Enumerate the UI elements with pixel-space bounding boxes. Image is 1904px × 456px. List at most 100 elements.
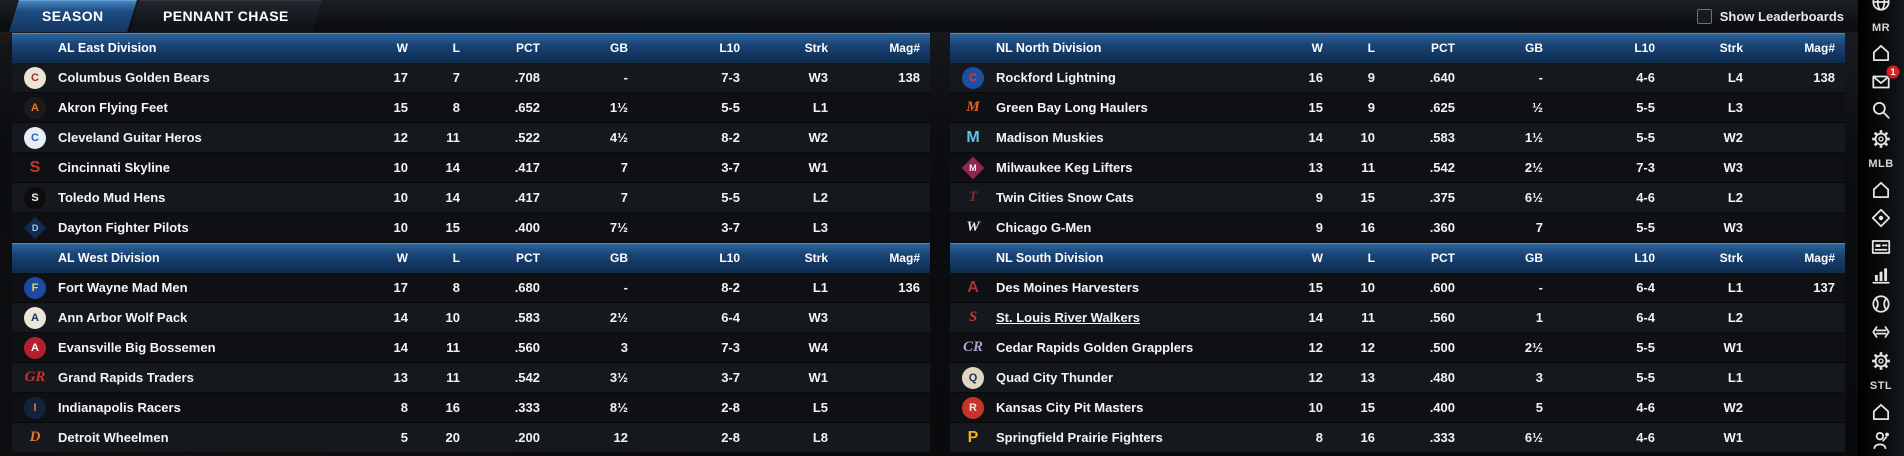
team-row[interactable]: M Green Bay Long Haulers 15 9 .625 ½ 5-5 L3 [950,93,1845,123]
stat-l10: 5-5 [721,190,740,205]
home-icon[interactable] [1866,41,1896,65]
column-header-gb: GB [610,250,628,265]
team-name[interactable]: Twin Cities Snow Cats [996,190,1134,205]
column-header-l: L [1367,40,1375,55]
search-icon[interactable] [1866,98,1896,122]
stat-pct: .360 [1429,220,1455,235]
team-name[interactable]: Quad City Thunder [996,370,1113,385]
team-name[interactable]: Detroit Wheelmen [58,430,169,445]
stat-gb: - [1538,280,1543,295]
manager-icon[interactable] [1866,428,1896,452]
team-name[interactable]: Kansas City Pit Masters [996,400,1144,415]
team-name[interactable]: Toledo Mud Hens [58,190,166,205]
team-row[interactable]: GR Grand Rapids Traders 13 11 .542 3½ 3-7 W1 [12,363,930,393]
division-name: NL North Division [996,40,1102,55]
stat-pct: .333 [514,400,540,415]
column-header-mag: Mag# [889,40,920,55]
team-name[interactable]: Cedar Rapids Golden Grapplers [996,340,1194,355]
stats-chart-icon[interactable] [1866,263,1896,287]
globe-icon[interactable] [1866,0,1896,14]
home-icon[interactable] [1866,178,1896,202]
stat-l: 13 [1360,370,1375,385]
team-row[interactable]: W Chicago G-Men 9 16 .360 7 5-5 W3 [950,213,1845,243]
team-row[interactable]: S Toledo Mud Hens 10 14 .417 7 5-5 L2 [12,183,930,213]
baseball-icon[interactable] [1866,292,1896,316]
team-name[interactable]: St. Louis River Walkers [996,310,1141,325]
team-logo: A [24,336,46,359]
team-row[interactable]: M Milwaukee Keg Lifters 13 11 .542 2½ 7-3 W3 [950,153,1845,183]
column-header-mag: Mag# [889,250,920,265]
team-row[interactable]: R Kansas City Pit Masters 10 15 .400 5 4-6 W2 [950,393,1845,423]
team-name[interactable]: Grand Rapids Traders [58,370,194,385]
team-row[interactable]: S St. Louis River Walkers 14 11 .560 1 6-4 L2 [950,303,1845,333]
team-row[interactable]: M Madison Muskies 14 10 .583 1½ 5-5 W2 [950,123,1845,153]
team-row[interactable]: A Ann Arbor Wolf Pack 14 10 .583 2½ 6-4 W3 [12,303,930,333]
team-row[interactable]: F Fort Wayne Mad Men 17 8 .680 - 8-2 L1 136 [12,273,930,303]
team-name[interactable]: Chicago G-Men [996,220,1092,235]
team-row[interactable]: C Columbus Golden Bears 17 7 .708 - 7-3 W3 138 [12,63,930,93]
team-row[interactable]: A Evansville Big Bossemen 14 11 .560 3 7-3 W4 [12,333,930,363]
unread-mail-badge: 1 [1886,64,1900,79]
show-leaderboards-checkbox[interactable] [1696,8,1712,24]
tab-season[interactable]: SEASON [9,0,137,32]
show-leaderboards-label: Show Leaderboards [1719,8,1844,24]
team-name[interactable]: Columbus Golden Bears [58,70,210,85]
home-icon[interactable] [1866,400,1896,424]
stat-strk: W3 [1723,160,1744,175]
stat-gb: 8½ [609,400,628,415]
team-name[interactable]: Rockford Lightning [996,70,1116,85]
team-row[interactable]: D Detroit Wheelmen 5 20 .200 12 2-8 L8 [12,423,930,453]
stat-w: 12 [393,130,408,145]
team-row[interactable]: S Cincinnati Skyline 10 14 .417 7 3-7 W1 [12,153,930,183]
team-name[interactable]: Milwaukee Keg Lifters [996,160,1133,175]
stat-w: 14 [393,340,408,355]
column-header-w: W [1311,250,1323,265]
team-row[interactable]: D Dayton Fighter Pilots 10 15 .400 7½ 3-7 L3 [12,213,930,243]
ballpark-pin-icon[interactable] [1866,206,1896,230]
tab-pennant-chase[interactable]: PENNANT CHASE [129,0,322,32]
team-row[interactable]: T Twin Cities Snow Cats 9 15 .375 6½ 4-6 L2 [950,183,1845,213]
gear-icon[interactable] [1866,349,1896,373]
team-name[interactable]: Akron Flying Feet [58,100,168,115]
stat-pct: .680 [514,280,540,295]
column-header-w: W [396,250,408,265]
stat-gb: 7½ [609,220,628,235]
scoreboard-card-icon[interactable] [1866,235,1896,259]
stat-l: 11 [446,130,460,145]
team-name[interactable]: Ann Arbor Wolf Pack [58,310,188,325]
team-logo: D [29,429,41,445]
gear-icon[interactable] [1866,127,1896,151]
team-name[interactable]: Des Moines Harvesters [996,280,1140,295]
stat-l10: 5-5 [1636,220,1655,235]
stat-l10: 8-2 [721,280,740,295]
team-name[interactable]: Indianapolis Racers [58,400,181,415]
team-row[interactable]: A Akron Flying Feet 15 8 .652 1½ 5-5 L1 [12,93,930,123]
team-row[interactable]: P Springfield Prairie Fighters 8 16 .333 6½ 4-… [950,423,1845,453]
team-name[interactable]: Dayton Fighter Pilots [58,220,189,235]
team-row[interactable]: CR Cedar Rapids Golden Grapplers 12 12 .500 2… [950,333,1845,363]
show-leaderboards-toggle[interactable]: Show Leaderboards [1696,0,1844,32]
stat-w: 16 [1308,70,1323,85]
team-name[interactable]: Madison Muskies [996,130,1104,145]
team-name[interactable]: Cleveland Guitar Heros [58,130,202,145]
transactions-icon[interactable] [1866,320,1896,344]
team-name[interactable]: Cincinnati Skyline [58,160,170,175]
stat-gb: 2½ [1524,340,1543,355]
stat-pct: .542 [514,370,540,385]
stat-pct: .625 [1429,100,1455,115]
team-row[interactable]: I Indianapolis Racers 8 16 .333 8½ 2-8 L5 [12,393,930,423]
team-name[interactable]: Green Bay Long Haulers [996,100,1148,115]
stat-w: 15 [393,100,408,115]
team-row[interactable]: A Des Moines Harvesters 15 10 .600 - 6-4 L1 137 [950,273,1845,303]
team-row[interactable]: Q Quad City Thunder 12 13 .480 3 5-5 L1 [950,363,1845,393]
stat-gb: - [1538,70,1543,85]
sidebar-label-mlb: MLB [1868,158,1894,170]
team-name[interactable]: Springfield Prairie Fighters [996,430,1163,445]
team-row[interactable]: C Rockford Lightning 16 9 .640 - 4-6 L4 138 [950,63,1845,93]
team-name[interactable]: Fort Wayne Mad Men [58,280,188,295]
mail-icon[interactable]: 1 [1866,64,1900,94]
team-row[interactable]: C Cleveland Guitar Heros 12 11 .522 4½ 8-2 W2 [12,123,930,153]
team-name[interactable]: Evansville Big Bossemen [58,340,216,355]
team-logo: CR [962,339,983,355]
